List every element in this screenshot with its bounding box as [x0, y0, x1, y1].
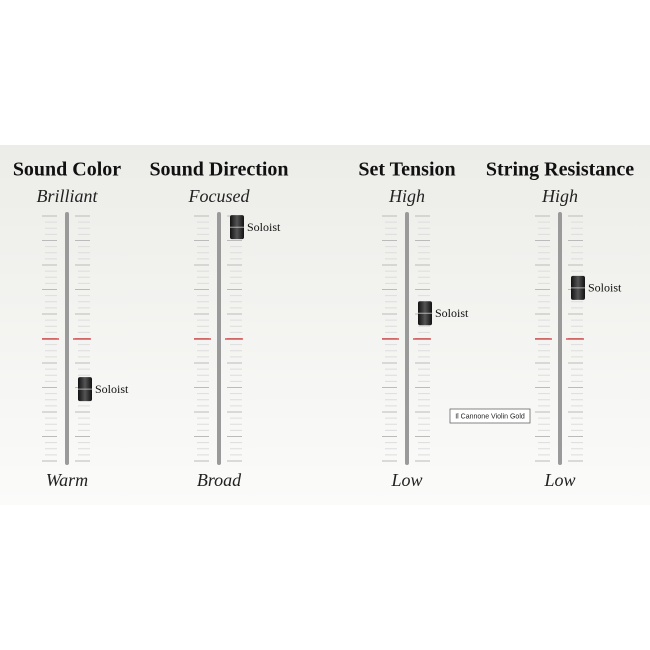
- slider-title: Sound Direction: [149, 159, 288, 181]
- track: [217, 212, 221, 465]
- slider: String Resistance High Low Soloist: [486, 159, 634, 491]
- slider-title: String Resistance: [486, 159, 634, 181]
- top-label: Focused: [188, 186, 251, 206]
- track: [558, 212, 562, 465]
- tooltip: Il Cannone Violin Gold: [449, 408, 531, 424]
- top-label: High: [541, 186, 578, 206]
- bottom-label: Warm: [46, 470, 88, 490]
- knob-label: Soloist: [435, 306, 469, 320]
- panel: [0, 145, 650, 505]
- knob-label: Soloist: [95, 382, 129, 396]
- top-label: Brilliant: [36, 186, 98, 206]
- bottom-label: Broad: [197, 470, 242, 490]
- track: [65, 212, 69, 465]
- top-label: High: [388, 186, 425, 206]
- knob-label: Soloist: [588, 281, 622, 295]
- bottom-label: Low: [390, 470, 422, 490]
- slider: Sound Color Brilliant Warm Soloist: [13, 159, 129, 491]
- knob-label: Soloist: [247, 220, 281, 234]
- slider: Sound Direction Focused Broad Soloist: [149, 159, 288, 491]
- slider-title: Sound Color: [13, 159, 121, 181]
- tooltip-text: Il Cannone Violin Gold: [455, 413, 525, 420]
- bottom-label: Low: [543, 470, 575, 490]
- slider: Set Tension High Low Soloist: [358, 159, 469, 491]
- tooltip-box: [449, 408, 531, 424]
- slider-title: Set Tension: [358, 159, 455, 181]
- track: [405, 212, 409, 465]
